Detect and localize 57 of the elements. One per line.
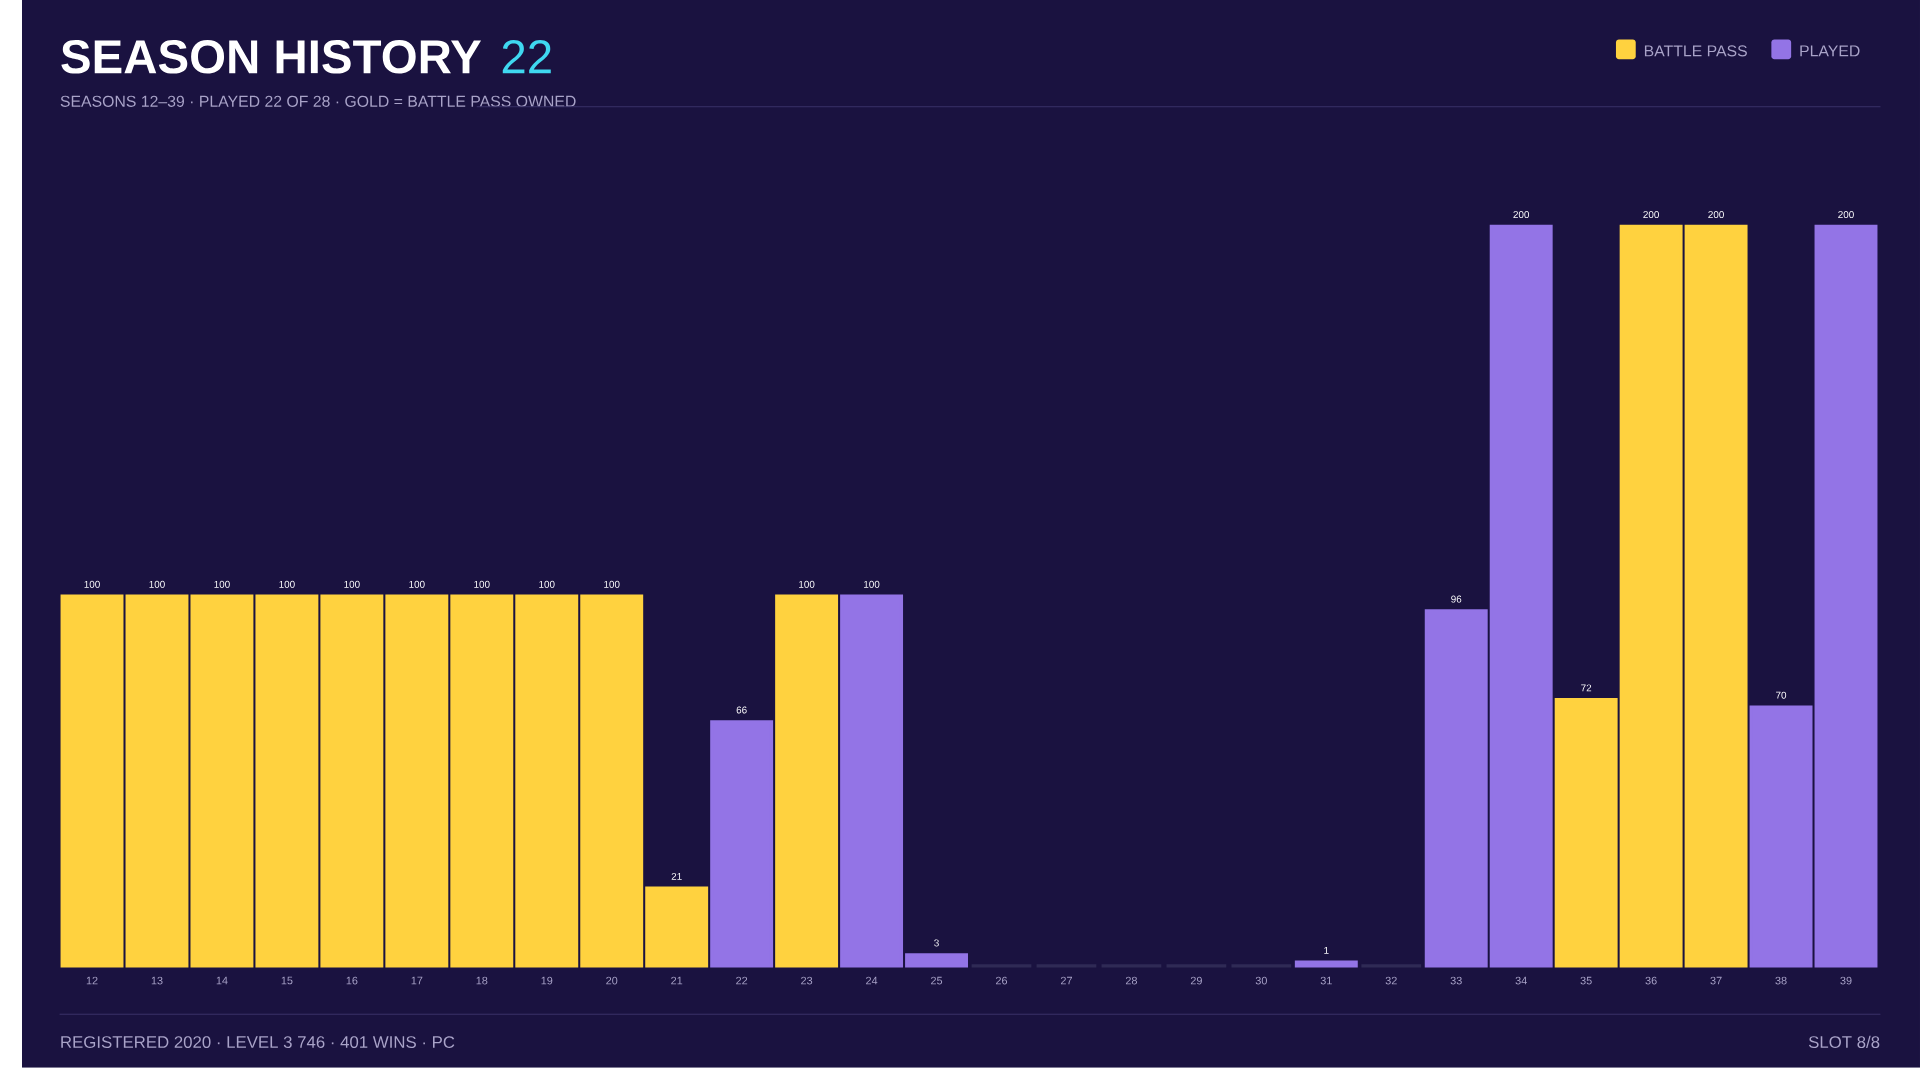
x-tick-label: 25: [931, 976, 943, 985]
x-tick-label: 32: [1385, 976, 1397, 985]
data-label: 100: [799, 580, 815, 588]
x-tick-label: 24: [866, 976, 878, 985]
x-tick-label: 36: [1645, 976, 1657, 985]
data-label: 100: [149, 580, 165, 588]
data-label: 200: [1838, 211, 1854, 219]
x-tick-label: 38: [1775, 976, 1787, 985]
x-tick-label: 26: [996, 976, 1008, 985]
data-label: 21: [671, 873, 682, 881]
data-label: 3: [934, 939, 939, 947]
x-tick-label: 27: [1060, 976, 1072, 985]
chart-title: SEASON HISTORY: [61, 40, 482, 74]
data-label: 72: [1581, 684, 1592, 692]
data-label: 200: [1708, 211, 1724, 219]
text: SLOT 8/8: [1808, 1035, 1880, 1049]
data-label: 100: [864, 580, 880, 588]
data-label: 200: [1643, 211, 1659, 219]
data-label: 96: [1451, 595, 1462, 603]
text: REGISTERED 2020 · LEVEL 3 746 · 401 WINS · PC: [61, 1036, 455, 1049]
x-tick-label: 22: [736, 976, 748, 985]
text: 22: [502, 40, 551, 74]
x-tick-label: 28: [1125, 976, 1137, 985]
data-label: 70: [1776, 691, 1787, 699]
x-tick-label: 37: [1710, 976, 1722, 985]
data-label: 100: [409, 580, 425, 588]
legend-label: BATTLE PASS: [1644, 45, 1747, 57]
legend-label: PLAYED: [1800, 45, 1860, 57]
x-tick-label: 17: [411, 976, 423, 985]
data-label: 200: [1513, 211, 1530, 219]
data-label: 66: [736, 706, 747, 714]
data-label: 100: [474, 580, 490, 588]
data-label: 100: [539, 580, 555, 588]
x-tick-label: 21: [671, 976, 683, 985]
x-tick-label: 31: [1320, 976, 1332, 985]
x-tick-label: 12: [86, 976, 98, 985]
data-label: 100: [84, 580, 100, 588]
x-tick-label: 39: [1840, 976, 1852, 985]
x-tick-label: 15: [281, 976, 293, 985]
x-tick-label: 18: [476, 976, 488, 985]
x-tick-label: 14: [216, 976, 228, 985]
x-tick-label: 23: [801, 976, 813, 985]
data-label: 100: [604, 580, 620, 588]
x-tick-label: 13: [151, 976, 163, 985]
data-label: 100: [344, 580, 360, 588]
data-label: 100: [279, 580, 295, 588]
data-label: 100: [214, 580, 230, 588]
x-tick-label: 30: [1255, 976, 1267, 985]
x-tick-label: 29: [1190, 976, 1202, 985]
x-tick-label: 35: [1580, 976, 1592, 985]
x-tick-label: 33: [1450, 976, 1462, 985]
x-tick-label: 34: [1515, 976, 1527, 985]
x-tick-label: 16: [346, 976, 358, 985]
chart-subtitle: SEASONS 12–39 · PLAYED 22 OF 28 · GOLD = BATTLE PASS OWNED: [60, 95, 576, 108]
x-tick-label: 19: [541, 976, 553, 985]
data-label: 1: [1324, 947, 1329, 954]
x-tick-label: 20: [606, 976, 618, 985]
